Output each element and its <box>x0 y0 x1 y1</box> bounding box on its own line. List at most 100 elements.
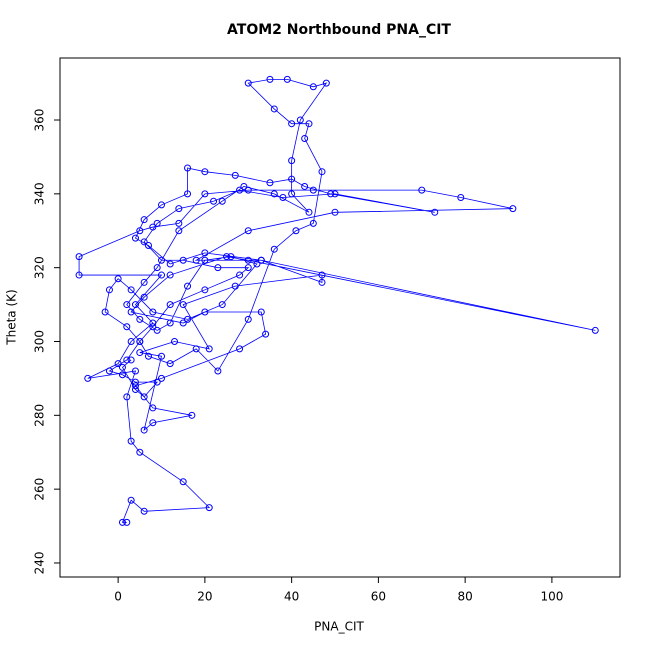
data-point <box>188 411 196 419</box>
data-point <box>123 301 131 309</box>
y-tick-label: 320 <box>33 256 47 279</box>
data-point <box>236 271 244 279</box>
data-point <box>144 242 152 250</box>
x-axis-label: PNA_CIT <box>314 620 364 634</box>
data-point <box>270 245 278 253</box>
data-point <box>123 393 131 401</box>
data-point <box>184 282 192 290</box>
data-point <box>179 256 187 264</box>
data-point <box>127 308 135 316</box>
data-point <box>184 164 192 172</box>
data-point <box>244 79 252 87</box>
data-point <box>223 253 231 261</box>
data-point <box>288 120 296 128</box>
data-point <box>236 186 244 194</box>
data-point <box>149 404 157 412</box>
data-point <box>75 271 83 279</box>
data-point <box>153 378 161 386</box>
data-point <box>205 345 213 353</box>
data-point <box>166 301 174 309</box>
y-tick-label: 360 <box>33 109 47 132</box>
data-point <box>201 308 209 316</box>
data-point <box>257 308 265 316</box>
data-point <box>201 168 209 176</box>
data-point <box>153 326 161 334</box>
data-point <box>105 367 113 375</box>
data-point <box>140 238 148 246</box>
data-point <box>244 186 252 194</box>
data-point <box>296 116 304 124</box>
data-point <box>327 190 335 198</box>
data-point <box>105 286 113 294</box>
data-point <box>166 271 174 279</box>
data-point <box>218 197 226 205</box>
data-point <box>309 186 317 194</box>
y-tick-label: 260 <box>33 478 47 501</box>
data-point <box>270 190 278 198</box>
data-point <box>244 264 252 272</box>
data-point <box>149 223 157 231</box>
data-point <box>158 271 166 279</box>
data-point <box>166 260 174 268</box>
data-point <box>184 190 192 198</box>
data-point <box>266 179 274 187</box>
data-point <box>127 496 135 504</box>
data-point <box>591 326 599 334</box>
chart-title: ATOM2 Northbound PNA_CIT <box>227 22 451 38</box>
data-point <box>309 83 317 91</box>
data-point <box>101 308 109 316</box>
data-point <box>288 157 296 165</box>
data-point <box>227 253 235 261</box>
y-tick-label: 240 <box>33 552 47 575</box>
data-point <box>136 337 144 345</box>
data-point <box>175 219 183 227</box>
x-tick-label: 80 <box>458 590 473 604</box>
data-point <box>127 337 135 345</box>
data-point <box>192 345 200 353</box>
data-point <box>166 360 174 368</box>
data-point <box>231 171 239 179</box>
data-point <box>431 208 439 216</box>
data-point <box>158 352 166 360</box>
data-point <box>140 426 148 434</box>
data-point <box>257 256 265 264</box>
data-point <box>266 75 274 83</box>
data-point <box>201 190 209 198</box>
data-point <box>279 194 287 202</box>
data-point <box>175 227 183 235</box>
data-point <box>322 79 330 87</box>
data-point <box>131 385 139 393</box>
data-point <box>270 105 278 113</box>
data-point <box>331 208 339 216</box>
data-point <box>318 278 326 286</box>
data-point <box>244 256 252 264</box>
data-point <box>205 504 213 512</box>
data-point <box>140 393 148 401</box>
data-point <box>201 256 209 264</box>
data-point <box>244 227 252 235</box>
data-point <box>114 275 122 283</box>
data-point <box>140 216 148 224</box>
data-point <box>144 352 152 360</box>
data-point <box>210 197 218 205</box>
data-point <box>236 345 244 353</box>
data-point <box>288 190 296 198</box>
data-point <box>292 227 300 235</box>
data-point <box>131 301 139 309</box>
data-point <box>131 367 139 375</box>
data-point <box>127 286 135 294</box>
y-tick-label: 300 <box>33 330 47 353</box>
data-point <box>240 182 248 190</box>
data-point <box>136 315 144 323</box>
data-point <box>118 518 126 526</box>
data-point <box>140 507 148 515</box>
data-point <box>75 253 83 261</box>
data-point <box>158 201 166 209</box>
x-tick-label: 40 <box>284 590 299 604</box>
data-point <box>149 323 157 331</box>
y-tick-label: 340 <box>33 182 47 205</box>
data-point <box>192 256 200 264</box>
data-point <box>84 374 92 382</box>
data-point <box>153 264 161 272</box>
